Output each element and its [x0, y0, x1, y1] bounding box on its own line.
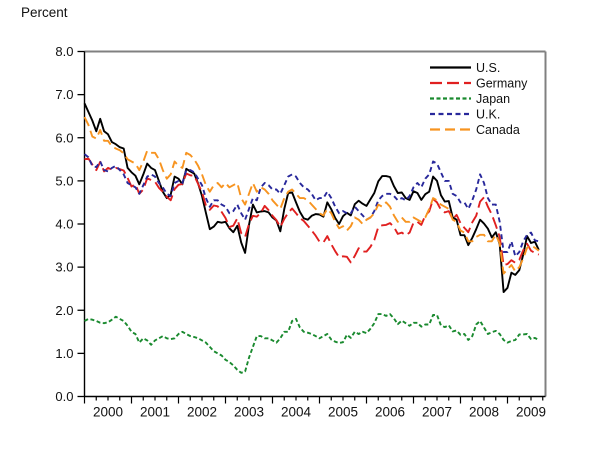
y-tick-label-3.0: 3.0 — [55, 260, 73, 275]
series-line-japan — [84, 313, 540, 374]
legend-label-us: U.S. — [476, 61, 500, 75]
legend-label-japan: Japan — [476, 92, 510, 106]
legend-label-canada: Canada — [476, 123, 520, 137]
y-tick-label-6.0: 6.0 — [55, 130, 73, 145]
y-tick-label-8.0: 8.0 — [55, 44, 73, 59]
y-tick-label-0.0: 0.0 — [55, 389, 73, 404]
y-tick-label-1.0: 1.0 — [55, 346, 73, 361]
x-tick-label-2007: 2007 — [422, 405, 452, 420]
legend-label-uk: U.K. — [476, 108, 500, 122]
series-line-canada — [83, 116, 540, 275]
x-tick-label-2005: 2005 — [328, 405, 358, 420]
series-line-uk — [83, 153, 540, 258]
series-line-us — [83, 102, 540, 294]
x-tick-label-2008: 2008 — [469, 405, 499, 420]
y-tick-label-2.0: 2.0 — [55, 303, 73, 318]
series-line-germany — [84, 157, 540, 266]
x-tick-label-2001: 2001 — [140, 405, 170, 420]
y-tick-label-4.0: 4.0 — [55, 217, 73, 232]
x-tick-label-2006: 2006 — [375, 405, 405, 420]
x-tick-label-2000: 2000 — [93, 405, 123, 420]
x-tick-label-2004: 2004 — [281, 405, 312, 420]
x-tick-label-2003: 2003 — [234, 405, 264, 420]
x-tick-label-2009: 2009 — [516, 405, 546, 420]
x-tick-label-2002: 2002 — [187, 405, 217, 420]
legend-label-germany: Germany — [476, 77, 528, 91]
chart-title: Percent — [21, 5, 68, 20]
y-tick-label-5.0: 5.0 — [55, 173, 73, 188]
y-tick-label-7.0: 7.0 — [55, 87, 73, 102]
